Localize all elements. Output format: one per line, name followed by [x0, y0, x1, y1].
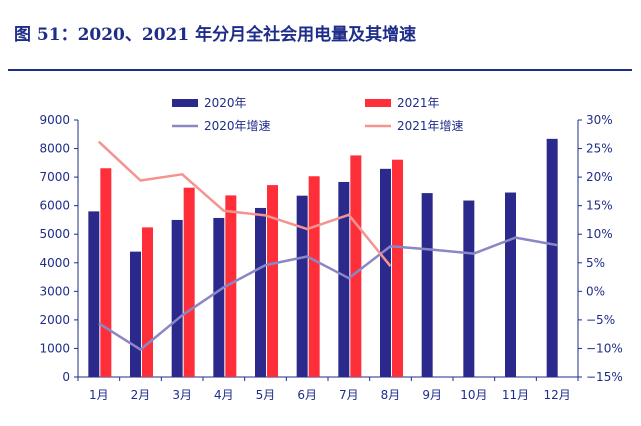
- x-tick-label: 1月: [89, 388, 109, 402]
- bar-2020: [380, 168, 391, 377]
- left-tick-label: 0: [62, 370, 70, 384]
- x-tick-label: 6月: [297, 388, 317, 402]
- left-tick-label: 8000: [39, 142, 70, 156]
- legend-swatch: [172, 99, 198, 107]
- left-tick-label: 1000: [39, 341, 70, 355]
- right-tick-label: −10%: [586, 341, 623, 355]
- bar-2020: [213, 217, 225, 377]
- bar-2021: [392, 159, 403, 377]
- left-tick-label: 3000: [39, 284, 70, 298]
- chart-legend: 2020年 2021年 2020年增速 2021年增速: [172, 96, 464, 133]
- title-divider: [8, 69, 632, 71]
- bar-2021: [100, 168, 112, 377]
- x-tick-label: 5月: [256, 388, 276, 402]
- x-tick-label: 4月: [214, 388, 234, 402]
- legend-label: 2021年: [397, 96, 440, 110]
- legend-label: 2020年增速: [204, 119, 271, 133]
- bar-2021: [308, 176, 320, 377]
- right-tick-label: 15%: [586, 199, 613, 213]
- left-tick-label: 9000: [39, 113, 70, 127]
- left-tick-label: 6000: [39, 199, 70, 213]
- x-tick-label: 10月: [460, 388, 487, 402]
- legend-swatch: [365, 99, 391, 107]
- bar-2020: [88, 211, 100, 377]
- chart-axes: 0 1000 2000 3000 4000 5000 6000 7000 8000 9000 −15…: [39, 113, 622, 402]
- right-tick-label: 5%: [586, 256, 605, 270]
- right-tick-label: 20%: [586, 170, 613, 184]
- right-tick-label: 25%: [586, 142, 613, 156]
- bar-2020: [338, 181, 350, 377]
- x-tick-label: 12月: [544, 388, 571, 402]
- bar-2020: [421, 193, 433, 377]
- bar-2020: [463, 200, 475, 377]
- bar-2021: [225, 195, 237, 377]
- left-tick-label: 4000: [39, 256, 70, 270]
- right-tick-label: 30%: [586, 113, 613, 127]
- right-tick-label: −15%: [586, 370, 623, 384]
- bar-2020: [130, 251, 141, 377]
- bar-2020: [255, 207, 266, 377]
- right-tick-label: 0%: [586, 284, 605, 298]
- right-tick-label: −5%: [586, 313, 615, 327]
- chart-bars: [88, 138, 558, 377]
- legend-label: 2020年: [204, 96, 247, 110]
- x-tick-label: 2月: [131, 388, 151, 402]
- bar-2021: [183, 187, 195, 377]
- bar-2020: [505, 192, 516, 377]
- figure-title: 图 51：2020、2021 年分月全社会用电量及其增速: [14, 25, 417, 45]
- legend-label: 2021年增速: [397, 119, 464, 133]
- x-tick-label: 9月: [422, 388, 442, 402]
- line-2020-growth: [98, 236, 558, 351]
- bar-2020: [171, 219, 183, 377]
- bar-2021: [142, 227, 153, 377]
- left-tick-label: 2000: [39, 313, 70, 327]
- x-tick-label: 7月: [339, 388, 359, 402]
- x-tick-label: 8月: [381, 388, 401, 402]
- chart-lines: [97, 140, 558, 351]
- bar-2021: [267, 185, 278, 377]
- x-tick-label: 11月: [502, 388, 529, 402]
- bar-2020: [546, 138, 558, 377]
- left-tick-label: 5000: [39, 227, 70, 241]
- bar-2021: [350, 155, 362, 377]
- left-tick-label: 7000: [39, 170, 70, 184]
- x-tick-label: 3月: [172, 388, 192, 402]
- line-2021-growth: [97, 140, 392, 267]
- right-tick-label: 10%: [586, 227, 613, 241]
- bar-2020: [296, 195, 308, 377]
